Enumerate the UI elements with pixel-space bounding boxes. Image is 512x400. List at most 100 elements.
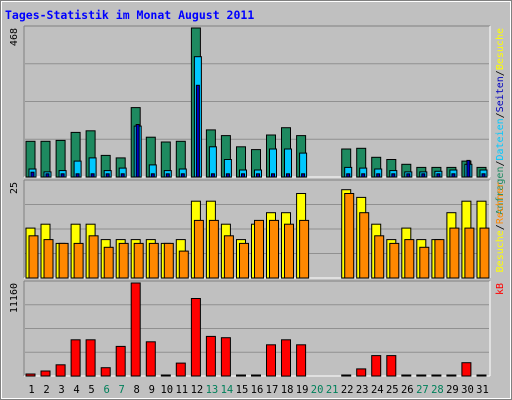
bar-rechner-day-26 xyxy=(404,239,415,279)
bar-seiten-day-24 xyxy=(376,173,381,178)
x-tick-label: 11 xyxy=(175,384,188,396)
x-tick-label: 31 xyxy=(476,384,489,396)
bar-kb-day-9 xyxy=(145,341,156,377)
legend-entry: kB xyxy=(495,283,506,295)
bar-seiten-day-26 xyxy=(406,173,411,178)
x-tick-label: 21 xyxy=(326,384,339,396)
bar-seiten-day-4 xyxy=(75,173,80,178)
x-tick-label: 1 xyxy=(28,384,34,396)
series-legend: kB xyxy=(495,283,506,295)
bar-rechner-day-9 xyxy=(148,242,159,279)
bar-rechner-day-12 xyxy=(193,219,204,279)
bar-rechner-day-4 xyxy=(73,242,84,279)
bar-seiten-day-27 xyxy=(421,173,426,178)
bar-rechner-day-14 xyxy=(223,235,234,279)
bar-rechner-day-29 xyxy=(449,227,460,279)
x-tick-label: 16 xyxy=(251,384,264,396)
bar-seiten-day-6 xyxy=(105,173,110,178)
bar-seiten-day-7 xyxy=(120,173,125,178)
bar-rechner-day-10 xyxy=(163,242,174,279)
x-tick-label: 25 xyxy=(386,384,399,396)
bar-rechner-day-16 xyxy=(254,219,264,279)
bar-kb-day-23 xyxy=(356,368,367,377)
legend-separator: / xyxy=(495,224,506,230)
x-tick-label: 3 xyxy=(58,384,64,396)
bar-seiten-day-29 xyxy=(451,173,456,178)
bar-rechner-day-3 xyxy=(58,242,69,279)
panel-kb: 11160 kB xyxy=(9,280,506,377)
x-tick-label: 19 xyxy=(296,384,309,396)
bar-rechner-day-24 xyxy=(374,235,385,279)
bar-rechner-day-23 xyxy=(359,212,370,279)
x-tick-label: 17 xyxy=(266,384,279,396)
x-tick-label: 20 xyxy=(311,384,324,396)
bar-dateien-day-17 xyxy=(269,148,277,178)
legend-entry: Rechner xyxy=(495,182,506,224)
y-scale-label: 11160 xyxy=(9,283,20,313)
bar-kb-day-8 xyxy=(130,282,141,377)
bar-seiten-day-14 xyxy=(225,173,230,178)
bar-kb-day-27 xyxy=(416,374,427,377)
bar-seiten-day-9 xyxy=(150,173,155,178)
bar-kb-day-31 xyxy=(476,374,487,377)
x-tick-label: 24 xyxy=(371,384,384,396)
chart-title: Tages-Statistik im Monat August 2011 xyxy=(5,8,254,22)
legend-entry: Anfragen xyxy=(495,167,506,215)
x-tick-label: 2 xyxy=(43,384,49,396)
bar-rechner-day-15 xyxy=(239,242,249,279)
legend-separator: / xyxy=(495,112,506,118)
bar-kb-day-12 xyxy=(190,298,201,377)
x-tick-label: 6 xyxy=(104,384,110,396)
bar-seiten-day-25 xyxy=(391,173,396,178)
x-tick-label: 14 xyxy=(221,384,234,396)
x-tick-label: 18 xyxy=(281,384,294,396)
x-tick-label: 28 xyxy=(431,384,444,396)
bar-kb-day-25 xyxy=(386,355,397,377)
series-legend: Anfragen/Dateien/Seiten/Besuche xyxy=(495,28,506,215)
bar-rechner-day-1 xyxy=(28,235,39,279)
x-tick-label: 27 xyxy=(416,384,429,396)
bar-seiten-day-28 xyxy=(436,173,441,178)
x-tick-label: 22 xyxy=(341,384,354,396)
bar-kb-day-2 xyxy=(40,370,51,377)
series-legend: Besuche/Rechner xyxy=(495,182,506,272)
bar-seiten-day-3 xyxy=(60,173,65,178)
bar-kb-day-17 xyxy=(266,344,276,377)
bar-kb-day-24 xyxy=(371,355,382,377)
bar-rechner-day-18 xyxy=(284,223,294,279)
bar-kb-day-16 xyxy=(251,374,261,377)
x-tick-label: 9 xyxy=(149,384,155,396)
bar-kb-day-3 xyxy=(55,364,66,377)
y-scale-label: 468 xyxy=(9,28,20,46)
bar-rechner-day-27 xyxy=(419,246,430,279)
bar-rechner-day-31 xyxy=(479,227,490,279)
bar-seiten-day-1 xyxy=(30,171,35,178)
x-tick-label: 30 xyxy=(461,384,474,396)
bar-rechner-day-6 xyxy=(103,246,114,279)
bar-seiten-day-10 xyxy=(165,173,170,178)
x-tick-label: 29 xyxy=(446,384,459,396)
bar-kb-day-15 xyxy=(236,374,246,377)
bar-seiten-day-15 xyxy=(241,173,245,178)
bar-kb-day-4 xyxy=(70,339,81,377)
x-tick-label: 8 xyxy=(134,384,140,396)
bar-rechner-day-13 xyxy=(208,219,219,279)
bar-seiten-day-2 xyxy=(45,173,50,178)
bar-seiten-day-30 xyxy=(466,159,471,178)
x-tick-label: 5 xyxy=(88,384,94,396)
bar-kb-day-22 xyxy=(341,374,352,377)
bar-seiten-day-23 xyxy=(361,173,366,178)
bar-kb-day-10 xyxy=(160,374,171,377)
bar-kb-day-5 xyxy=(85,339,96,377)
bar-seiten-day-31 xyxy=(481,173,486,178)
x-tick-label: 26 xyxy=(401,384,414,396)
bar-kb-day-18 xyxy=(281,339,291,377)
bar-rechner-day-17 xyxy=(269,219,279,279)
bar-seiten-day-22 xyxy=(346,173,351,178)
panel-visits: 25 Besuche/Rechner xyxy=(9,179,506,279)
bar-rechner-day-19 xyxy=(299,219,310,279)
y-scale-label: 25 xyxy=(9,182,20,194)
x-tick-label: 7 xyxy=(119,384,125,396)
